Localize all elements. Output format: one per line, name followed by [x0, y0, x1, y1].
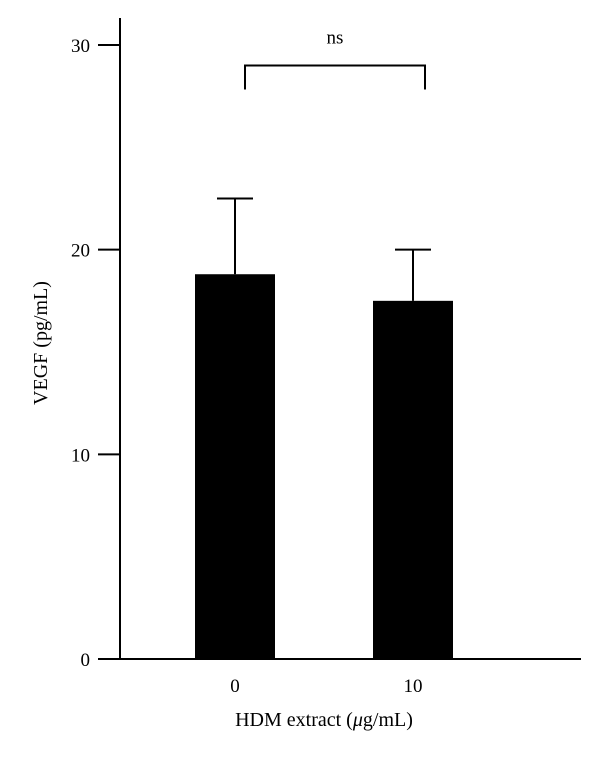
x-axis-ticks: 0 10 — [230, 676, 422, 697]
significance-label: ns — [327, 27, 344, 48]
bar — [373, 300, 453, 659]
x-axis-title-prefix: HDM extract ( — [235, 709, 353, 731]
bar — [195, 274, 275, 659]
x-axis-title-mu: μ — [352, 709, 363, 731]
significance-bracket: ns — [244, 27, 426, 90]
y-axis-ticks: 0 10 20 30 — [71, 36, 120, 671]
y-tick-label: 20 — [71, 241, 90, 262]
y-tick-label: 0 — [81, 650, 91, 671]
significance-bracket-line — [244, 64, 426, 90]
plot-area — [195, 197, 453, 659]
y-tick-label: 30 — [71, 36, 90, 57]
x-tick-label: 10 — [404, 676, 423, 697]
x-tick-label: 0 — [230, 676, 240, 697]
x-axis-title-suffix: g/mL) — [363, 709, 413, 731]
x-axis-title: HDM extract (μg/mL) — [235, 709, 413, 731]
y-tick-label: 10 — [71, 445, 90, 466]
y-axis-title: VEGF (pg/mL) — [30, 281, 52, 405]
